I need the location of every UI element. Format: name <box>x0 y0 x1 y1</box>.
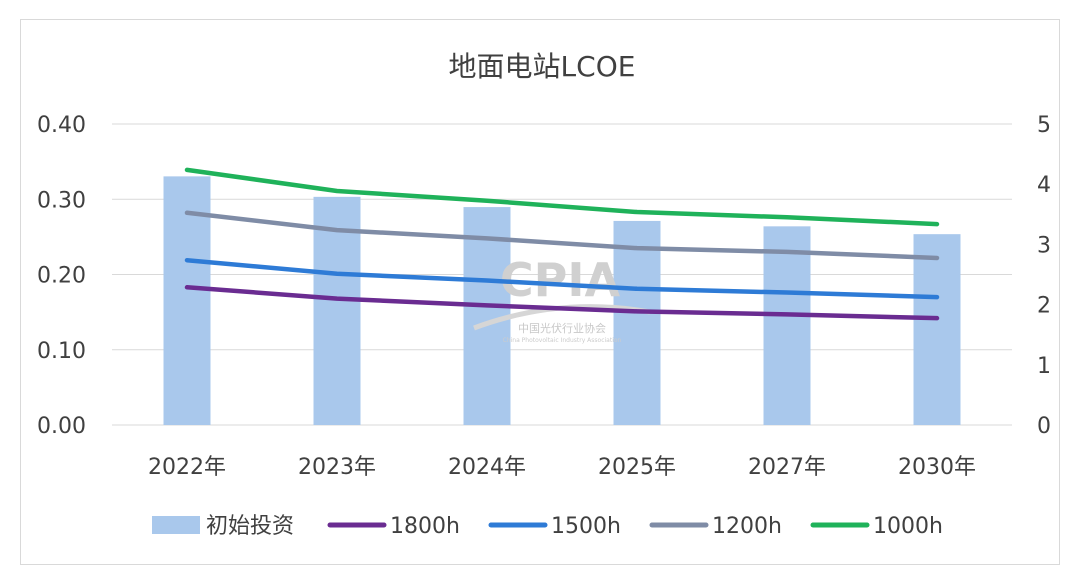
x-axis-ticks: 2022年 2023年 2024年 2025年 2027年 2030年 <box>148 455 976 480</box>
x-tick-label: 2025年 <box>598 455 676 480</box>
x-tick-label: 2027年 <box>748 455 826 480</box>
series-line-1800h <box>184 285 940 321</box>
legend: 初始投资 1800h 1500h 1200h 1000h <box>152 514 943 539</box>
right-tick-label: 1 <box>1037 354 1051 379</box>
legend-label: 1200h <box>712 514 782 539</box>
right-tick-label: 0 <box>1037 414 1051 439</box>
right-tick-label: 4 <box>1037 173 1051 198</box>
series-line-1000h <box>184 167 940 227</box>
right-tick-label: 5 <box>1037 113 1051 138</box>
bar <box>463 207 511 425</box>
left-tick-label: 0.00 <box>37 414 86 439</box>
series-line-1500h <box>184 257 940 300</box>
bar <box>913 234 961 425</box>
legend-swatch-bar <box>152 516 200 534</box>
series-line-1200h <box>184 210 940 261</box>
bar <box>613 220 661 425</box>
legend-label: 初始投资 <box>206 514 294 539</box>
x-tick-label: 2024年 <box>448 455 526 480</box>
bar <box>763 226 811 425</box>
x-tick-label: 2030年 <box>898 455 976 480</box>
watermark-english: China Photovoltaic Industry Association <box>503 337 622 344</box>
left-tick-label: 0.10 <box>37 339 86 364</box>
right-tick-label: 3 <box>1037 233 1051 258</box>
legend-label: 1000h <box>873 514 943 539</box>
left-tick-label: 0.30 <box>37 188 86 213</box>
watermark-name: 中国光伏行业协会 <box>518 321 606 335</box>
bar <box>163 176 211 425</box>
series-lines <box>184 167 940 321</box>
x-tick-label: 2023年 <box>298 455 376 480</box>
bars <box>163 176 961 425</box>
left-tick-label: 0.40 <box>37 113 86 138</box>
legend-label: 1800h <box>390 514 460 539</box>
bar <box>313 196 361 425</box>
chart-title: 地面电站LCOE <box>449 50 636 83</box>
x-tick-label: 2022年 <box>148 455 226 480</box>
gridlines <box>112 123 1012 426</box>
right-axis-ticks: 0 1 2 3 4 5 <box>1037 113 1051 439</box>
cpia-watermark: CPIA 中国光伏行业协会 China Photovoltaic Industr… <box>473 253 651 344</box>
legend-label: 1500h <box>551 514 621 539</box>
right-tick-label: 2 <box>1037 294 1051 319</box>
left-axis-ticks: 0.00 0.10 0.20 0.30 0.40 <box>37 113 86 439</box>
watermark-logo: CPIA <box>500 253 621 307</box>
left-tick-label: 0.20 <box>37 264 86 289</box>
